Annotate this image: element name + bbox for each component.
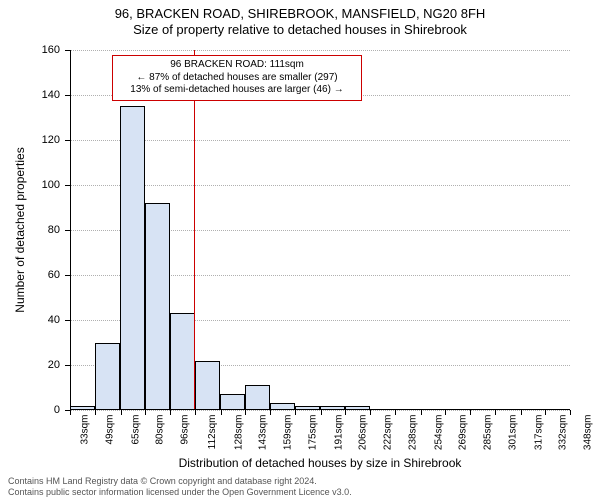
x-tick <box>545 410 546 415</box>
x-tick <box>321 410 322 415</box>
histogram-bar <box>95 343 120 411</box>
x-tick <box>221 410 222 415</box>
y-tick-label: 80 <box>48 224 60 236</box>
annotation-line-2: ← 87% of detached houses are smaller (29… <box>119 72 355 85</box>
x-tick-label: 49sqm <box>105 415 116 445</box>
x-tick-label: 285sqm <box>482 415 493 451</box>
x-tick-label: 222sqm <box>382 415 393 451</box>
x-tick-label: 206sqm <box>357 415 368 451</box>
annotation-box: 96 BRACKEN ROAD: 111sqm ← 87% of detache… <box>112 55 362 101</box>
y-tick-label: 20 <box>48 359 60 371</box>
x-tick <box>95 410 96 415</box>
x-tick <box>570 410 571 415</box>
x-tick-label: 301sqm <box>508 415 519 451</box>
x-tick <box>245 410 246 415</box>
x-tick <box>70 410 71 415</box>
y-tick-label: 0 <box>54 404 60 416</box>
x-tick-label: 80sqm <box>154 415 165 445</box>
x-tick-label: 191sqm <box>333 415 344 451</box>
title-line-2: Size of property relative to detached ho… <box>0 22 600 38</box>
histogram-bar <box>245 385 270 410</box>
x-tick <box>521 410 522 415</box>
y-tick-label: 40 <box>48 314 60 326</box>
x-tick-label: 348sqm <box>582 415 593 451</box>
x-tick-label: 159sqm <box>282 415 293 451</box>
x-tick <box>195 410 196 415</box>
plot-area: 02040608010012014016033sqm49sqm65sqm80sq… <box>70 50 570 410</box>
y-tick-label: 100 <box>42 179 60 191</box>
y-tick-label: 60 <box>48 269 60 281</box>
x-tick <box>470 410 471 415</box>
grid-line <box>70 50 570 51</box>
histogram-bar <box>220 394 245 410</box>
x-tick-label: 175sqm <box>308 415 319 451</box>
x-tick <box>145 410 146 415</box>
x-tick <box>121 410 122 415</box>
x-tick-label: 128sqm <box>233 415 244 451</box>
x-tick <box>170 410 171 415</box>
x-tick <box>495 410 496 415</box>
y-axis-label: Number of detached properties <box>13 147 27 312</box>
x-tick <box>270 410 271 415</box>
annotation-line-1: 96 BRACKEN ROAD: 111sqm <box>119 59 355 72</box>
x-tick-label: 254sqm <box>433 415 444 451</box>
histogram-bar <box>145 203 170 410</box>
grid-line <box>70 140 570 141</box>
annotation-line-3: 13% of semi-detached houses are larger (… <box>119 84 355 97</box>
histogram-bar <box>120 106 145 410</box>
x-tick-label: 96sqm <box>180 415 191 445</box>
title-block: 96, BRACKEN ROAD, SHIREBROOK, MANSFIELD,… <box>0 6 600 39</box>
x-tick-label: 65sqm <box>130 415 141 445</box>
histogram-bar <box>170 313 195 410</box>
x-tick <box>345 410 346 415</box>
x-tick-label: 269sqm <box>457 415 468 451</box>
x-axis-line <box>70 409 570 410</box>
x-tick-label: 33sqm <box>80 415 91 445</box>
x-tick-label: 112sqm <box>207 415 218 450</box>
footer-text: Contains HM Land Registry data © Crown c… <box>8 476 352 498</box>
x-tick-label: 238sqm <box>408 415 419 451</box>
x-tick <box>445 410 446 415</box>
y-axis-line <box>70 50 71 410</box>
figure: 96, BRACKEN ROAD, SHIREBROOK, MANSFIELD,… <box>0 0 600 500</box>
x-tick <box>421 410 422 415</box>
y-tick-label: 120 <box>42 134 60 146</box>
footer-line-2: Contains public sector information licen… <box>8 487 352 498</box>
x-tick-label: 143sqm <box>257 415 268 451</box>
x-tick <box>370 410 371 415</box>
x-tick-label: 332sqm <box>557 415 568 451</box>
footer-line-1: Contains HM Land Registry data © Crown c… <box>8 476 352 487</box>
histogram-bar <box>195 361 220 411</box>
grid-line <box>70 185 570 186</box>
x-tick <box>395 410 396 415</box>
title-line-1: 96, BRACKEN ROAD, SHIREBROOK, MANSFIELD,… <box>0 6 600 22</box>
x-axis-label: Distribution of detached houses by size … <box>70 456 570 470</box>
property-marker-line <box>194 50 195 410</box>
y-tick-label: 160 <box>42 44 60 56</box>
y-tick-label: 140 <box>42 89 60 101</box>
x-tick-label: 317sqm <box>533 415 544 451</box>
x-tick <box>295 410 296 415</box>
